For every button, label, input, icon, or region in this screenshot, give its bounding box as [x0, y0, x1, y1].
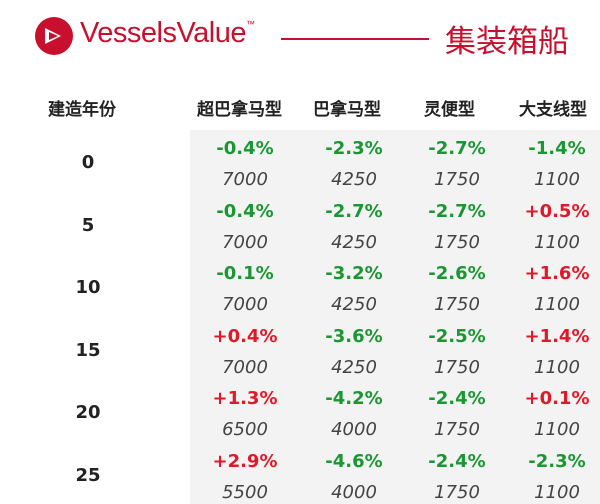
change-percent-cell: -2.7% [428, 138, 486, 159]
value-cell: 1100 [534, 294, 580, 315]
value-cell: 4250 [331, 169, 377, 190]
change-percent-cell: -2.6% [428, 263, 486, 284]
value-cell: 1100 [534, 231, 580, 253]
header-divider [281, 38, 429, 40]
change-percent-cell: -3.2% [325, 263, 383, 284]
row-age-label: 0 [81, 152, 95, 173]
change-percent-cell: +0.1% [524, 388, 590, 409]
value-cell: 4000 [331, 481, 377, 503]
value-cell: 1750 [434, 419, 480, 440]
value-cell: 5500 [222, 481, 268, 503]
value-cell: 7000 [222, 231, 268, 253]
brand-name: VesselsValue™ [80, 17, 255, 49]
change-percent-cell: +0.5% [524, 200, 590, 222]
column-header-panamax: 巴拿马型 [313, 100, 381, 120]
change-percent-cell: -4.6% [325, 450, 383, 472]
value-cell: 4250 [331, 356, 377, 378]
value-cell: 6500 [222, 419, 268, 440]
change-percent-cell: -2.4% [428, 388, 486, 409]
page-title: 集装箱船 [445, 24, 569, 60]
value-cell: 1750 [434, 231, 480, 253]
value-cell: 1750 [434, 169, 480, 190]
column-header-feeder: 大支线型 [519, 100, 587, 120]
change-percent-cell: +1.3% [212, 388, 278, 409]
change-percent-cell: -2.7% [325, 200, 383, 222]
value-cell: 1100 [534, 419, 580, 440]
change-percent-cell: -2.5% [428, 325, 486, 347]
change-percent-cell: +2.9% [212, 450, 278, 472]
age-column-header: 建造年份 [48, 100, 116, 120]
value-cell: 7000 [222, 169, 268, 190]
row-age-label: 5 [81, 214, 95, 236]
change-percent-cell: -0.1% [216, 263, 274, 284]
value-cell: 4250 [331, 294, 377, 315]
column-header-post-panamax: 超巴拿马型 [197, 100, 282, 120]
change-percent-cell: -2.7% [428, 200, 486, 222]
value-cell: 7000 [222, 356, 268, 378]
value-cell: 1100 [534, 481, 580, 503]
row-age-label: 25 [75, 464, 101, 486]
vesselsvalue-logo-icon [35, 17, 73, 55]
value-cell: 1100 [534, 356, 580, 378]
change-percent-cell: +1.4% [524, 325, 590, 347]
change-percent-cell: -4.2% [325, 388, 383, 409]
data-area-background [190, 130, 600, 504]
change-percent-cell: -0.4% [216, 138, 274, 159]
change-percent-cell: -2.3% [325, 138, 383, 159]
value-cell: 1100 [534, 169, 580, 190]
value-cell: 4250 [331, 231, 377, 253]
change-percent-cell: -3.6% [325, 325, 383, 347]
change-percent-cell: -0.4% [216, 200, 274, 222]
header: VesselsValue™ 集装箱船 [0, 0, 600, 80]
value-cell: 1750 [434, 294, 480, 315]
change-percent-cell: -2.3% [528, 450, 586, 472]
value-cell: 1750 [434, 356, 480, 378]
value-cell: 1750 [434, 481, 480, 503]
value-cell: 4000 [331, 419, 377, 440]
change-percent-cell: -2.4% [428, 450, 486, 472]
row-age-label: 15 [75, 339, 101, 361]
row-age-label: 10 [75, 277, 101, 298]
change-percent-cell: -1.4% [528, 138, 586, 159]
change-percent-cell: +1.6% [524, 263, 590, 284]
row-age-label: 20 [75, 402, 101, 423]
column-header-handysize: 灵便型 [424, 100, 475, 120]
change-percent-cell: +0.4% [212, 325, 278, 347]
value-cell: 7000 [222, 294, 268, 315]
